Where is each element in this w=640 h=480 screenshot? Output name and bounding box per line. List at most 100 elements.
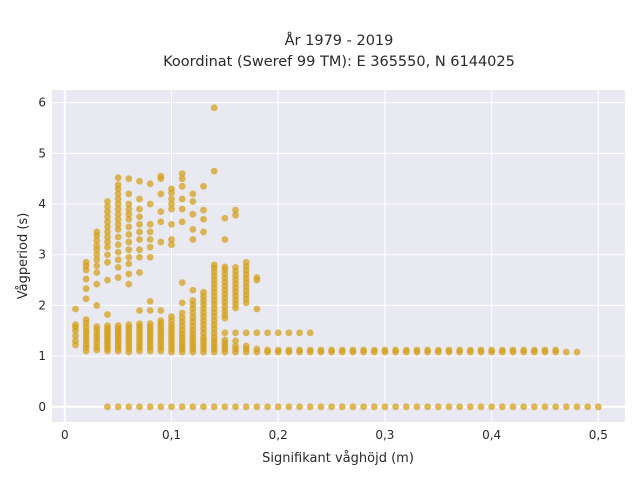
data-point (157, 190, 165, 198)
data-point (114, 174, 122, 182)
data-point (136, 403, 143, 411)
y-tick-label: 2 (38, 298, 46, 312)
data-point (242, 258, 250, 266)
data-point (136, 253, 143, 261)
data-point (125, 223, 133, 231)
data-point (498, 403, 506, 411)
data-point (296, 329, 303, 337)
data-point (104, 403, 111, 411)
data-point (584, 403, 592, 411)
data-point (285, 329, 293, 337)
tick-labels: 0 0,1 0,2 0,3 0,4 0,5 0 1 2 3 4 5 6 (38, 96, 608, 442)
data-point (253, 274, 261, 281)
data-point (242, 329, 250, 337)
data-point (242, 403, 250, 411)
data-point (146, 236, 154, 243)
y-tick-label: 5 (38, 146, 46, 160)
data-point (168, 241, 175, 248)
data-point (104, 238, 111, 246)
data-point (402, 403, 410, 411)
data-point (178, 309, 186, 317)
data-point (178, 182, 186, 190)
data-point (125, 210, 133, 218)
data-point (562, 403, 570, 411)
data-point (104, 223, 111, 231)
data-point (136, 195, 143, 203)
data-point (221, 329, 229, 337)
data-point (157, 208, 165, 216)
data-point (210, 403, 218, 411)
data-point (424, 346, 431, 354)
data-point (381, 346, 389, 354)
data-point (168, 200, 175, 208)
data-point (477, 403, 485, 411)
data-point (125, 190, 133, 198)
data-point (125, 205, 133, 213)
data-point (296, 346, 303, 354)
data-point (562, 348, 570, 356)
data-point (328, 403, 335, 411)
data-point (253, 403, 261, 411)
x-axis-label: Signifikant våghöjd (m) (262, 451, 414, 466)
data-point (381, 403, 389, 411)
data-point (189, 190, 197, 198)
data-point (93, 280, 101, 288)
data-point (125, 403, 133, 411)
data-point (189, 236, 197, 243)
y-tick-label: 1 (38, 349, 46, 363)
data-point (157, 238, 165, 246)
data-point (285, 346, 293, 354)
data-point (93, 251, 101, 259)
chart-title-line-2: Koordinat (Sweref 99 TM): E 365550, N 61… (163, 54, 515, 70)
data-point (93, 302, 101, 309)
data-point (104, 218, 111, 226)
data-point (200, 403, 207, 411)
data-point (125, 321, 133, 329)
data-point (146, 228, 154, 236)
data-point (530, 403, 538, 411)
data-point (125, 253, 133, 261)
data-point (114, 233, 122, 241)
data-point (242, 342, 250, 350)
data-point (232, 342, 239, 350)
data-point (136, 269, 143, 276)
data-point (114, 200, 122, 208)
data-point (104, 258, 111, 266)
data-point (168, 403, 175, 411)
data-point (82, 295, 90, 303)
data-point (157, 172, 165, 180)
data-point (114, 210, 122, 218)
data-point (146, 220, 154, 228)
data-point (530, 346, 538, 354)
data-point (114, 274, 122, 281)
data-point (72, 332, 79, 340)
data-point (253, 329, 261, 337)
data-point (104, 213, 111, 221)
data-point (93, 242, 101, 250)
data-point (157, 403, 165, 411)
data-point (168, 220, 175, 228)
data-point (306, 403, 314, 411)
data-point (93, 256, 101, 264)
data-point (509, 346, 517, 354)
data-point (189, 286, 197, 294)
data-point (594, 403, 602, 411)
data-point (520, 346, 528, 354)
data-point (125, 270, 133, 278)
data-point (82, 316, 90, 324)
data-point (232, 329, 239, 337)
data-point (125, 238, 133, 246)
data-point (104, 233, 111, 241)
data-point (93, 262, 101, 270)
data-point (168, 313, 175, 320)
data-point (114, 264, 122, 271)
data-point (104, 311, 111, 318)
data-point (72, 321, 79, 329)
data-point (114, 215, 122, 223)
data-point (168, 185, 175, 193)
data-point (178, 175, 186, 183)
data-point (434, 346, 442, 354)
data-point (200, 288, 207, 296)
data-point (125, 215, 133, 223)
data-point (541, 403, 549, 411)
